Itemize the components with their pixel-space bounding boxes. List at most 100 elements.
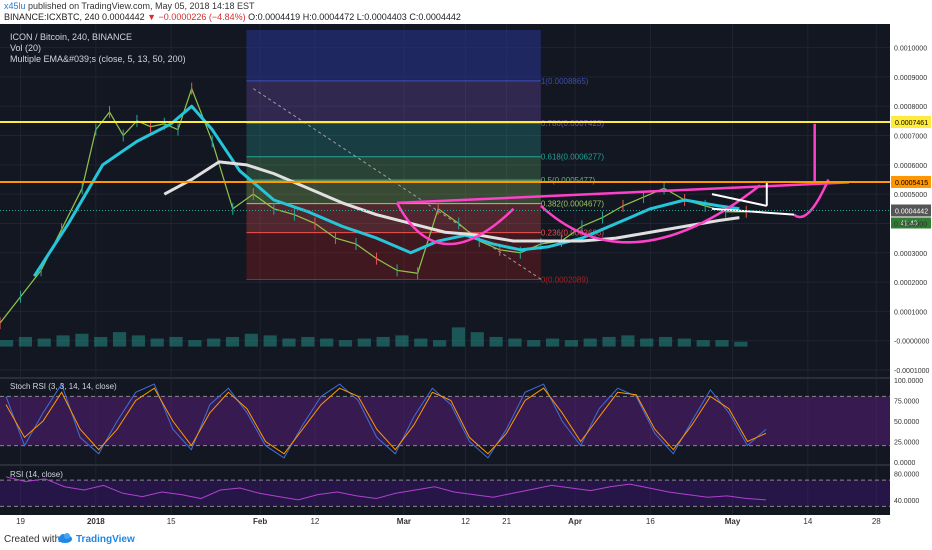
volume-bar xyxy=(301,336,315,347)
chart-header: x45lu published on TradingView.com, May … xyxy=(0,0,932,24)
volume-bar xyxy=(282,338,296,347)
close-value: C:0.0004442 xyxy=(409,12,461,22)
time-tick-label: May xyxy=(725,517,741,526)
change-value: −0.0000226 (−4.84%) xyxy=(158,12,246,22)
fib-zone xyxy=(246,80,541,124)
volume-bar xyxy=(37,338,51,347)
down-arrow-icon: ▼ xyxy=(147,12,157,22)
time-tick-label: 28 xyxy=(872,517,881,526)
resistance-price-tag xyxy=(891,116,931,129)
price-tick-label: 0.0007000 xyxy=(894,134,927,141)
publish-line: published on TradingView.com, May 05, 20… xyxy=(28,1,255,11)
price-tick-label: 0.0010000 xyxy=(894,46,927,53)
tradingview-logo[interactable]: TradingView xyxy=(76,534,135,545)
price-tick-label: 0.0006000 xyxy=(894,163,927,170)
stoch-rsi-pane: 100.0000 75.0000 50.0000 25.0000 0.0000 xyxy=(0,378,923,467)
high-value: H:0.0004472 xyxy=(302,12,355,22)
stoch-tick-label: 25.0000 xyxy=(894,440,919,447)
rsi-tick-label: 40.0000 xyxy=(894,498,919,505)
volume-bar xyxy=(150,338,164,347)
time-axis-background xyxy=(0,515,932,529)
open-value: O:0.0004419 xyxy=(248,12,301,22)
ema-lines xyxy=(32,104,740,278)
stoch-tick-label: 0.0000 xyxy=(894,460,916,467)
chart-canvas[interactable]: 1(0.0008865) 0.786(0.0007423) 0.618(0.0006… xyxy=(0,24,932,529)
ohlc-row: BINANCE:ICXBTC, 240 0.0004442 ▼ −0.00002… xyxy=(4,12,461,22)
fib-level-label: 0.382(0.0004677) xyxy=(541,200,605,209)
volume-bar xyxy=(18,336,33,347)
time-tick-label: 12 xyxy=(310,517,319,526)
volume-bar xyxy=(527,340,541,347)
time-tick-label: Feb xyxy=(253,517,267,526)
volume-bar xyxy=(0,340,14,347)
price-tick-label: 0.0004000 xyxy=(894,221,927,228)
fibonacci-retracement: 1(0.0008865) 0.786(0.0007423) 0.618(0.0006… xyxy=(246,30,604,284)
flag-top xyxy=(711,193,767,207)
publish-info: x45lu published on TradingView.com, May … xyxy=(4,1,255,11)
rsi-tick-label: 80.0000 xyxy=(894,472,919,479)
stoch-k-line xyxy=(5,382,767,459)
volume-bar xyxy=(376,336,390,347)
volume-bar xyxy=(545,338,560,347)
fib-zone xyxy=(246,156,541,181)
current-price-tag xyxy=(891,204,931,217)
volume-bar xyxy=(451,327,466,347)
fib-level-label: 0.786(0.0007423) xyxy=(541,119,605,128)
time-tick-label: 14 xyxy=(803,517,812,526)
support-price-tag xyxy=(891,175,931,188)
time-axis: 19 2018 15 Feb 12 Mar 12 21 Apr 16 May 14 28 xyxy=(16,517,881,526)
legend-ema: Multiple EMA&#039;s (close, 5, 13, 50, 2… xyxy=(10,54,186,64)
volume-bar xyxy=(489,336,503,347)
fib-level-label: 0.5(0.0005477) xyxy=(541,176,596,185)
volume-bar xyxy=(131,335,145,347)
time-tick-label: 2018 xyxy=(87,517,105,526)
volume-bar xyxy=(433,340,447,347)
volume-bar xyxy=(188,340,202,347)
price-tick-label: 0.0002000 xyxy=(894,280,927,287)
cup-and-handle-drawing xyxy=(395,123,849,246)
time-tick-label: 19 xyxy=(16,517,25,526)
timer-tag xyxy=(891,217,931,229)
resistance-price-label: 0.0007461 xyxy=(895,120,928,127)
price-tick-label: 0.0008000 xyxy=(894,104,927,111)
stoch-band xyxy=(0,396,890,446)
legend-volume: Vol (20) xyxy=(10,43,41,53)
time-tick-label: 16 xyxy=(646,517,655,526)
volume-bar xyxy=(696,340,710,347)
rsi-pane: 80.0000 40.0000 xyxy=(0,472,919,507)
volume-bar xyxy=(207,338,221,347)
symbol-interval: BINANCE:ICXBTC, 240 xyxy=(4,12,100,22)
flag-bottom xyxy=(711,207,795,216)
volume-bar xyxy=(244,333,258,347)
stoch-tick-label: 75.0000 xyxy=(894,399,919,406)
low-value: L:0.0004403 xyxy=(356,12,407,22)
volume-bar xyxy=(602,336,616,347)
price-tick-label: 0.0003000 xyxy=(894,251,927,258)
volume-bar xyxy=(640,338,654,347)
volume-bar xyxy=(169,336,183,347)
countdown-timer: 41:40 xyxy=(900,220,918,227)
volume-bar xyxy=(75,333,89,347)
price-axis-background xyxy=(890,24,932,515)
volume-bar xyxy=(564,340,578,347)
ema-5-line xyxy=(0,86,747,324)
volume-bar xyxy=(94,336,108,347)
ema-50-line xyxy=(163,160,740,243)
volume-bar xyxy=(263,335,277,347)
author-link[interactable]: x45lu xyxy=(4,1,26,11)
last-price: 0.0004442 xyxy=(102,12,145,22)
volume-bar xyxy=(508,338,522,347)
price-axis: 0.0010000 0.0009000 0.0008000 0.0007000 0.00… xyxy=(894,46,930,375)
volume-bar xyxy=(658,336,673,347)
time-tick-label: 21 xyxy=(502,517,511,526)
volume-bar xyxy=(677,338,691,347)
cup-left xyxy=(395,202,515,246)
fib-zone xyxy=(246,180,541,204)
time-tick-label: Apr xyxy=(568,517,582,526)
price-tick-label: 0.0005000 xyxy=(894,192,927,199)
fib-zone xyxy=(246,123,541,157)
volume-bar xyxy=(225,336,240,347)
rsi-line xyxy=(5,476,767,501)
time-tick-label: Mar xyxy=(397,517,411,526)
price-tick-label: 0.0009000 xyxy=(894,75,927,82)
